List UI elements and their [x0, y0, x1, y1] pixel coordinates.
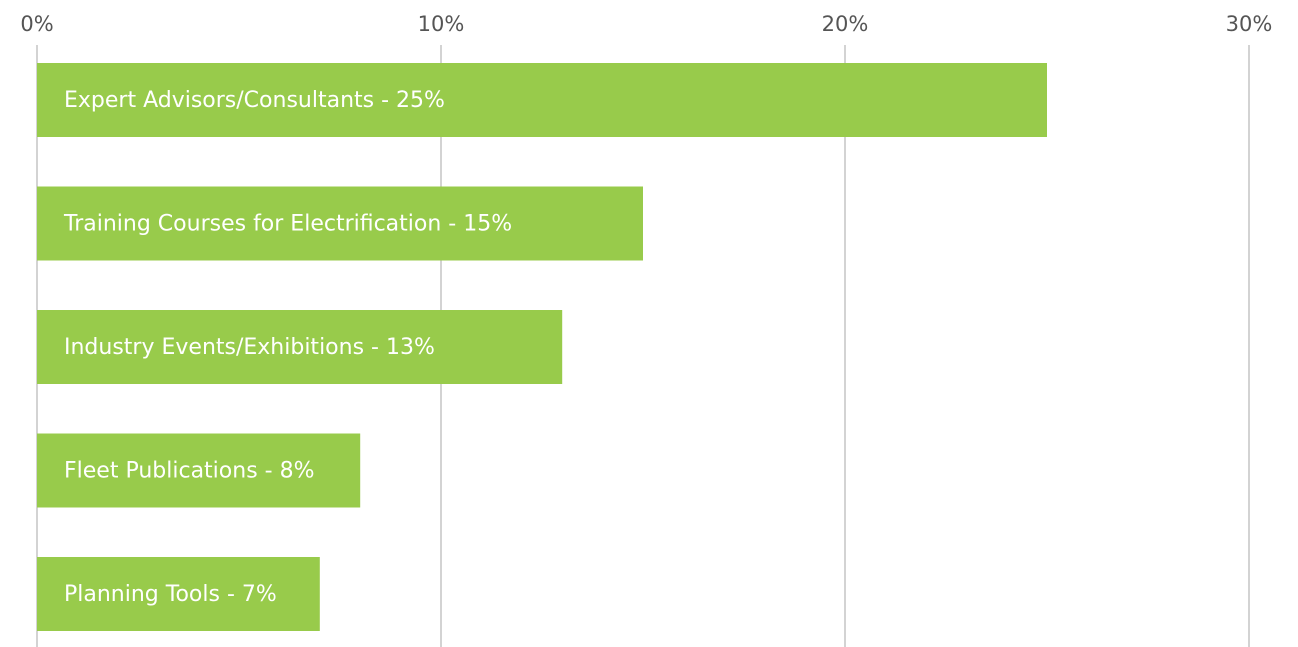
bar-label: Expert Advisors/Consultants - 25%	[64, 88, 445, 113]
x-tick-label: 30%	[1226, 12, 1273, 36]
x-tick-label: 0%	[20, 12, 53, 36]
x-tick-label: 20%	[822, 12, 869, 36]
bar	[37, 557, 320, 631]
bar-label: Training Courses for Electrification - 1…	[63, 212, 512, 237]
x-tick-label: 10%	[418, 12, 465, 36]
bar	[37, 310, 563, 384]
bar-label: Industry Events/Exhibitions - 13%	[64, 335, 435, 360]
bar	[37, 433, 361, 508]
bar-label: Fleet Publications - 8%	[64, 459, 314, 484]
bar-label: Planning Tools - 7%	[64, 582, 277, 607]
bar	[37, 186, 643, 261]
bar	[37, 63, 1047, 137]
